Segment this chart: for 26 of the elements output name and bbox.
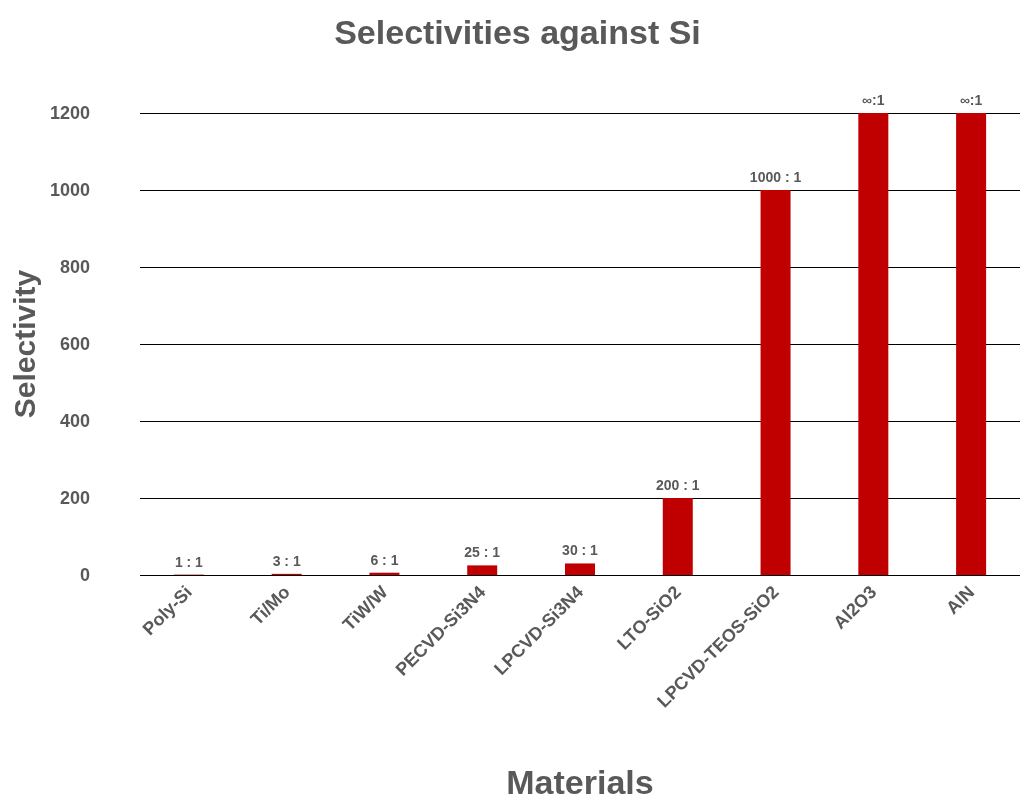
- chart-title: Selectivities against Si: [334, 13, 701, 51]
- bar: [760, 190, 791, 575]
- data-label: 30 : 1: [562, 542, 599, 559]
- bar: [956, 113, 987, 575]
- data-label: 6 : 1: [370, 551, 399, 568]
- data-label: 25 : 1: [464, 544, 501, 561]
- bar: [858, 113, 889, 575]
- y-axis-title: Selectivity: [7, 269, 41, 419]
- bar: [565, 563, 595, 575]
- y-tick-label: 1000: [49, 180, 90, 200]
- bar: [662, 498, 693, 575]
- y-tick-label: 800: [59, 257, 90, 277]
- bar: [467, 565, 498, 575]
- y-tick-label: 600: [59, 334, 90, 354]
- x-tick-label: AlN: [942, 581, 979, 618]
- x-axis-title: Materials: [506, 763, 654, 801]
- data-label: 3 : 1: [272, 552, 301, 569]
- data-label: 200 : 1: [655, 477, 700, 493]
- y-tick-label: 0: [79, 565, 90, 585]
- y-tick-label: 400: [59, 411, 90, 431]
- data-label: 1000 : 1: [749, 169, 802, 185]
- y-tick-label: 200: [59, 488, 90, 508]
- data-label: 1 : 1: [174, 553, 204, 570]
- annotation: ∞:1: [862, 91, 885, 108]
- y-tick-label: 1200: [49, 103, 90, 123]
- annotation: ∞:1: [959, 91, 983, 108]
